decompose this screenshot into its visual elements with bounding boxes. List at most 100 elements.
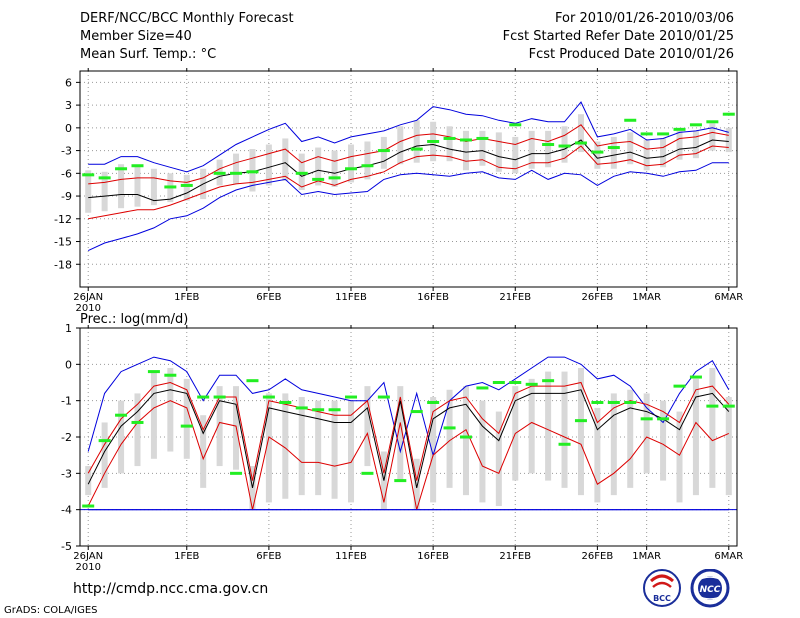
spread-bar — [134, 393, 141, 467]
observed-marker — [361, 471, 374, 475]
y-tick-label: -1 — [61, 395, 72, 408]
observed-marker — [459, 435, 472, 439]
series-upper-line — [88, 124, 729, 185]
spread-bar — [282, 393, 289, 499]
observed-marker — [558, 442, 571, 446]
y-tick-label: -9 — [61, 190, 72, 203]
ncc-logo: NCC — [690, 569, 730, 608]
x-tick-label: 11FEB — [335, 551, 367, 562]
spread-bar — [627, 389, 634, 488]
spread-bar — [643, 139, 650, 171]
observed-marker — [476, 136, 489, 140]
y-tick-label: 1 — [65, 322, 72, 335]
spread-bar — [249, 149, 256, 192]
observed-marker — [574, 141, 587, 145]
spread-bar — [315, 147, 322, 186]
spread-bar — [134, 165, 141, 207]
observed-marker — [542, 143, 555, 147]
spread-bar — [331, 400, 338, 499]
observed-marker — [542, 379, 555, 383]
x-tick-label: 1MAR — [632, 292, 661, 303]
observed-marker — [657, 132, 670, 136]
observed-marker — [164, 185, 177, 189]
y-tick-label: 0 — [65, 122, 72, 135]
figure-title: DERF/NCC/BCC Monthly Forecast — [80, 11, 294, 26]
spread-bar — [430, 397, 437, 503]
spread-bar — [216, 386, 223, 467]
observed-marker — [147, 370, 160, 374]
observed-marker — [295, 171, 308, 175]
spread-bar — [118, 400, 125, 474]
observed-marker — [591, 400, 604, 404]
panel-1: 6 3 0 -3 -6 -9 -12 -15 -18 26JAN 1FEB 6FEB 11FEB 16FE… — [54, 68, 743, 314]
observed-marker — [394, 479, 407, 483]
spread-bar — [610, 136, 617, 169]
x-tick-label: 1MAR — [632, 551, 661, 562]
x-tick-label: 11FEB — [335, 292, 367, 303]
bcc-logo: BCC — [643, 569, 681, 607]
spread-bar — [545, 371, 552, 481]
ncc-logo-text: NCC — [700, 585, 721, 595]
variable-label: Mean Surf. Temp.: °C — [80, 47, 217, 62]
spread-bar — [167, 367, 174, 452]
observed-marker — [377, 395, 390, 399]
observed-marker — [279, 400, 292, 404]
observed-marker — [476, 386, 489, 390]
spread-bar — [660, 400, 667, 481]
observed-marker — [328, 176, 341, 180]
spread-bar — [528, 130, 535, 169]
observed-marker — [377, 149, 390, 153]
spread-bar — [462, 130, 469, 171]
series-mean-line — [88, 139, 729, 202]
spread-bar — [150, 168, 157, 206]
spread-bar — [709, 367, 716, 488]
observed-marker — [180, 424, 193, 428]
series-min-line — [87, 162, 729, 252]
observed-marker — [706, 404, 719, 408]
spread-bar — [183, 174, 190, 201]
y-tick-label: -2 — [61, 431, 72, 444]
observed-marker — [262, 395, 275, 399]
spread-bar — [397, 386, 404, 481]
spread-bar — [725, 127, 732, 153]
observed-marker — [230, 471, 243, 475]
x-year-label: 2010 — [75, 303, 100, 314]
observed-marker — [509, 381, 522, 384]
spread-bar — [594, 407, 601, 503]
spread-bar — [725, 397, 732, 496]
spread-bar — [397, 126, 404, 165]
spread-bar — [200, 415, 207, 488]
spread-bar — [265, 393, 272, 503]
observed-marker — [722, 404, 735, 408]
observed-marker — [230, 171, 243, 175]
spread-bar — [692, 378, 699, 496]
series-lower-line — [87, 400, 730, 510]
spread-bar — [446, 126, 453, 162]
series-max-line — [88, 101, 729, 173]
spread-bar — [150, 371, 157, 459]
spread-bar — [462, 386, 469, 496]
observed-marker — [624, 118, 637, 122]
member-size-label: Member Size=40 — [80, 29, 192, 44]
bcc-logo-text: BCC — [653, 594, 671, 603]
observed-marker — [180, 183, 193, 187]
x-tick-label: 16FEB — [417, 292, 449, 303]
spread-bar — [413, 120, 420, 163]
observed-marker — [197, 395, 210, 399]
observed-marker — [82, 173, 95, 177]
source-url[interactable]: http://cmdp.ncc.cma.gov.cn — [73, 581, 269, 597]
start-date: Fcst Started Refer Date 2010/01/25 — [502, 29, 734, 44]
observed-marker — [673, 127, 686, 131]
observed-marker — [82, 504, 95, 508]
spread-bar — [692, 130, 699, 159]
x-tick-label: 26JAN — [73, 551, 103, 562]
observed-marker — [492, 381, 505, 384]
precip-title: Prec.: log(mm/d) — [80, 312, 188, 327]
observed-marker — [246, 170, 259, 174]
observed-marker — [459, 138, 472, 142]
y-tick-label: -15 — [54, 236, 72, 249]
spread-bar — [298, 397, 305, 496]
spread-bar — [265, 144, 272, 186]
